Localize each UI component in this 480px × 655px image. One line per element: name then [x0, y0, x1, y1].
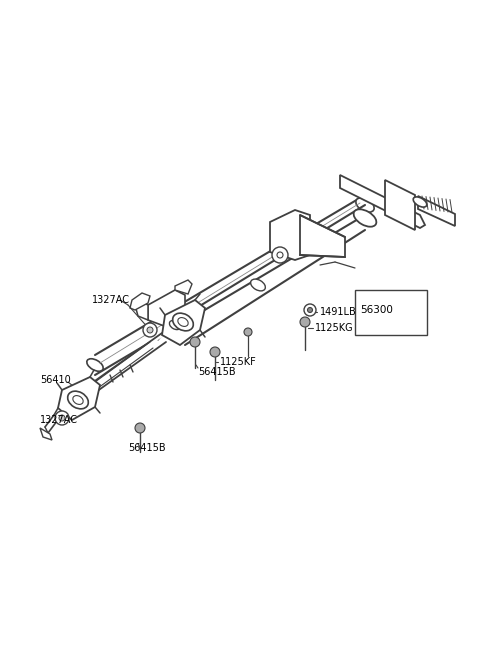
- Circle shape: [135, 423, 145, 433]
- Circle shape: [59, 415, 65, 421]
- Polygon shape: [40, 428, 52, 440]
- Polygon shape: [340, 175, 425, 228]
- Text: 56415B: 56415B: [128, 443, 166, 453]
- Text: 56300: 56300: [360, 305, 393, 315]
- Polygon shape: [175, 325, 192, 336]
- Polygon shape: [162, 300, 205, 345]
- Circle shape: [300, 317, 310, 327]
- Polygon shape: [418, 196, 455, 226]
- Text: 1327AC: 1327AC: [92, 295, 130, 305]
- FancyBboxPatch shape: [355, 290, 427, 335]
- Ellipse shape: [73, 396, 83, 404]
- Circle shape: [210, 347, 220, 357]
- Circle shape: [190, 337, 200, 347]
- Circle shape: [55, 411, 69, 425]
- Text: 56415B: 56415B: [198, 367, 236, 377]
- Circle shape: [272, 247, 288, 263]
- Ellipse shape: [413, 197, 427, 207]
- Circle shape: [304, 304, 316, 316]
- Ellipse shape: [178, 318, 188, 326]
- Ellipse shape: [354, 210, 376, 227]
- Circle shape: [147, 327, 153, 333]
- Polygon shape: [130, 293, 150, 310]
- Text: 1491LB: 1491LB: [320, 307, 357, 317]
- Text: 1125KF: 1125KF: [220, 357, 257, 367]
- Polygon shape: [58, 377, 100, 420]
- Circle shape: [277, 252, 283, 258]
- Polygon shape: [270, 210, 310, 260]
- Polygon shape: [385, 180, 415, 230]
- Polygon shape: [135, 300, 148, 320]
- Circle shape: [308, 307, 312, 312]
- Ellipse shape: [251, 279, 265, 291]
- Circle shape: [143, 323, 157, 337]
- Ellipse shape: [173, 313, 193, 331]
- Ellipse shape: [169, 320, 180, 329]
- Polygon shape: [300, 215, 345, 257]
- Text: 1125KG: 1125KG: [315, 323, 354, 333]
- Polygon shape: [148, 290, 185, 330]
- Ellipse shape: [68, 391, 88, 409]
- Polygon shape: [175, 280, 192, 294]
- Text: 1327AC: 1327AC: [40, 415, 78, 425]
- Ellipse shape: [87, 359, 103, 371]
- Circle shape: [244, 328, 252, 336]
- Ellipse shape: [356, 198, 374, 212]
- Text: 56410: 56410: [40, 375, 71, 385]
